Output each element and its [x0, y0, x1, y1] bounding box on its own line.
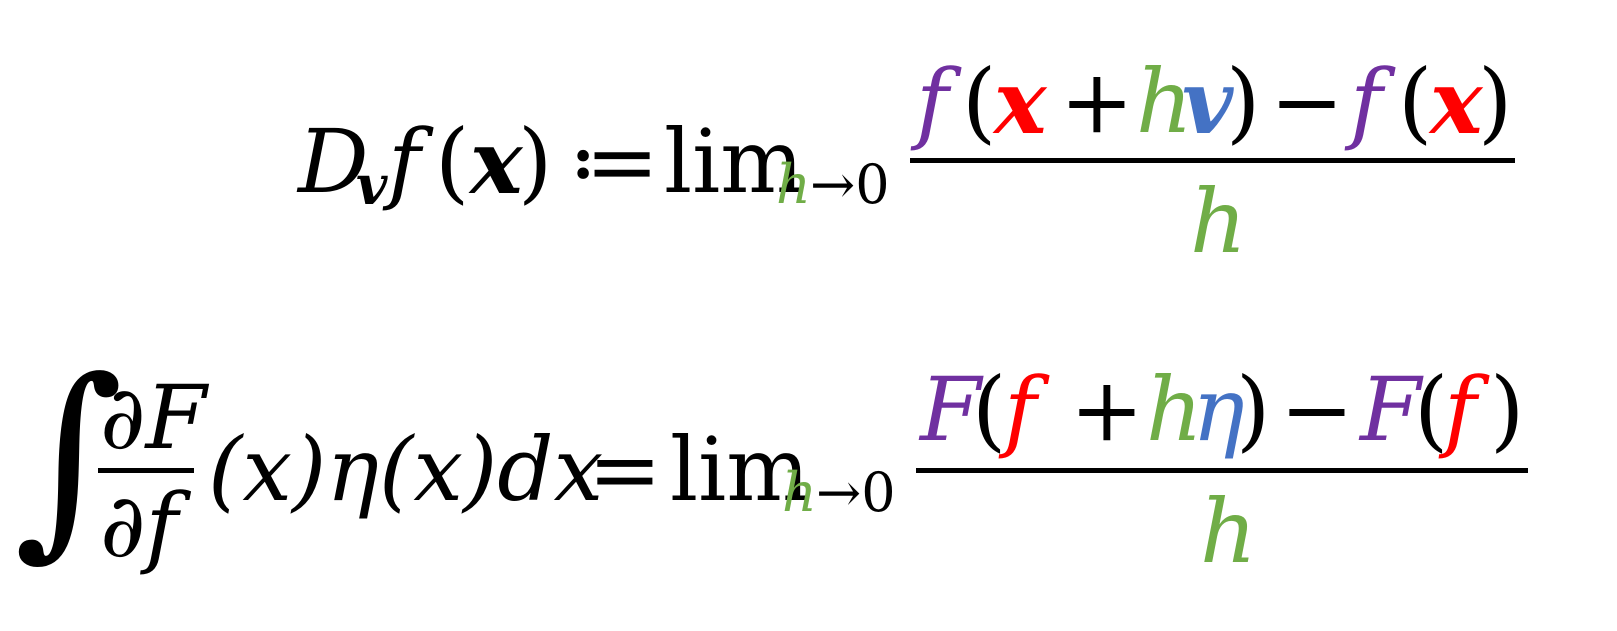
numerator-plus: +: [1060, 50, 1134, 153]
numerator-close-paren-2: ): [1490, 358, 1525, 461]
limit-subscript-h: h: [776, 153, 811, 216]
equals-sign: =: [588, 418, 662, 521]
numerator-functional-f: F: [920, 358, 982, 461]
numerator-function-f: f: [916, 50, 949, 153]
numerator-variable-x: x: [994, 50, 1047, 154]
numerator-open-paren-2: (: [1398, 50, 1433, 153]
partial-fraction-bar: [98, 468, 194, 473]
operator-d-subscript-v: v: [356, 153, 388, 217]
numerator-open-paren: (: [972, 358, 1007, 461]
numerator-variable-x-2: x: [1430, 50, 1483, 154]
denominator-step-h: h: [1190, 170, 1247, 273]
numerator-close-paren-2: ): [1478, 50, 1513, 153]
partial-f-denominator: ∂f: [100, 474, 179, 577]
integral-sign: ∫: [14, 334, 124, 579]
numerator-step-h: h: [1146, 358, 1203, 461]
numerator-close-paren: ): [1226, 50, 1261, 153]
numerator-functional-f-2: F: [1360, 358, 1422, 461]
lhs-close-paren: ): [518, 110, 553, 213]
numerator-step-h: h: [1136, 50, 1193, 153]
numerator-function-f-2: f: [1350, 50, 1383, 153]
denominator-step-h: h: [1200, 480, 1257, 583]
limit-subscript-h: h: [782, 461, 817, 524]
limit-subscript-arrow-zero: →0: [816, 461, 896, 524]
numerator-close-paren: ): [1236, 358, 1271, 461]
lhs-variable-x: x: [470, 110, 523, 214]
partial-f-numerator: ∂F: [100, 366, 207, 469]
directional-derivative-equation: D v f ( x ) ≔ lim h →0 f ( x + h v ) − f…: [0, 0, 1617, 300]
fraction-bar: [910, 158, 1515, 163]
lhs-function-f: f: [388, 110, 421, 213]
numerator-minus: −: [1270, 50, 1344, 153]
lhs-open-paren: (: [435, 110, 470, 213]
numerator-plus: +: [1070, 358, 1144, 461]
fraction-bar: [916, 468, 1528, 473]
definition-symbol: ≔: [568, 110, 659, 213]
limit-operator: lim: [670, 418, 810, 521]
operator-d: D: [298, 110, 369, 213]
integrand-arguments: (x)η(x)dx: [208, 418, 604, 521]
numerator-eta: η: [1192, 358, 1245, 461]
numerator-direction-v: v: [1182, 50, 1234, 154]
numerator-function-f-2: f: [1444, 358, 1477, 461]
functional-derivative-equation: ∫ ∂F ∂f (x)η(x)dx = lim h →0 F ( f + h η…: [0, 300, 1617, 631]
numerator-function-f: f: [1004, 358, 1037, 461]
numerator-open-paren-2: (: [1414, 358, 1449, 461]
limit-operator: lim: [664, 110, 804, 213]
limit-subscript-arrow-zero: →0: [810, 153, 890, 216]
numerator-minus: −: [1280, 358, 1354, 461]
numerator-open-paren: (: [962, 50, 997, 153]
